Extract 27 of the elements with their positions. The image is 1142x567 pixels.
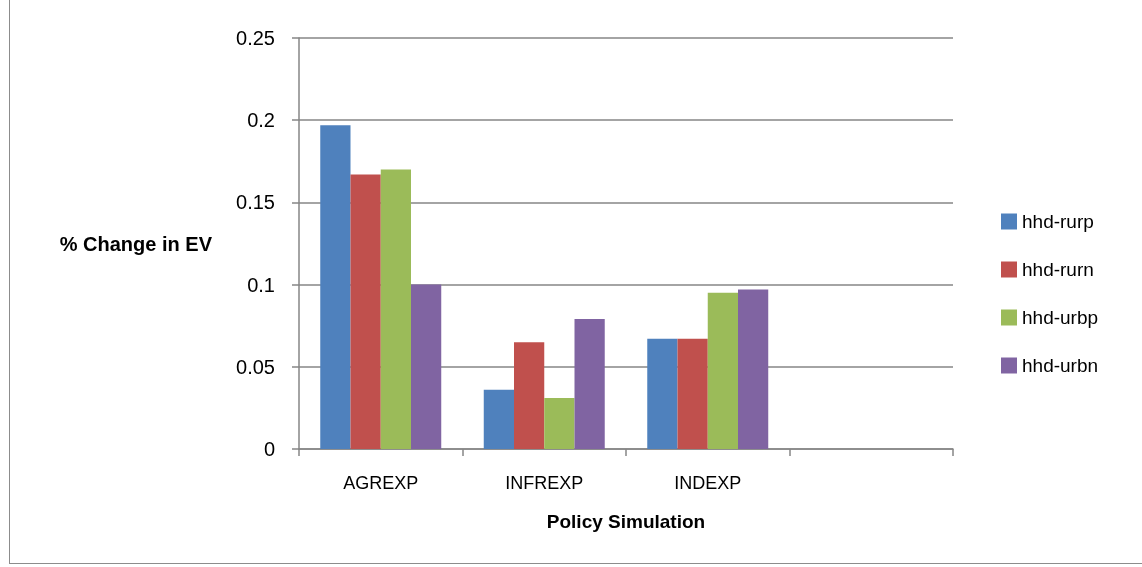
legend-label: hhd-urbn: [1022, 355, 1099, 376]
bar: [350, 174, 381, 449]
bar: [380, 169, 411, 449]
legend-label: hhd-urbp: [1022, 307, 1099, 328]
legend-label: hhd-rurn: [1022, 259, 1094, 280]
bar: [574, 319, 605, 449]
x-tick-label: AGREXP: [343, 473, 419, 493]
y-tick-label: 0: [263, 438, 275, 460]
bar: [514, 342, 545, 449]
y-tick-label: 0.05: [236, 355, 275, 378]
y-tick-label: 0.25: [236, 27, 275, 49]
y-tick-label: 0.2: [247, 109, 275, 132]
bar: [320, 125, 351, 449]
x-tick-label: INFREXP: [505, 473, 584, 493]
bar: [677, 338, 708, 449]
bar: [647, 338, 678, 449]
y-tick-label: 0.1: [247, 273, 275, 296]
bar: [738, 289, 769, 449]
y-axis-title: % Change in EV: [59, 232, 213, 255]
x-tick-label: INDEXP: [674, 473, 742, 493]
bar: [411, 284, 442, 449]
y-tick-label: 0.15: [236, 191, 275, 214]
bar: [544, 398, 575, 449]
bar: [483, 389, 514, 449]
bar: [707, 292, 738, 449]
legend-label: hhd-rurp: [1022, 211, 1094, 232]
x-axis-title: Policy Simulation: [546, 511, 706, 532]
